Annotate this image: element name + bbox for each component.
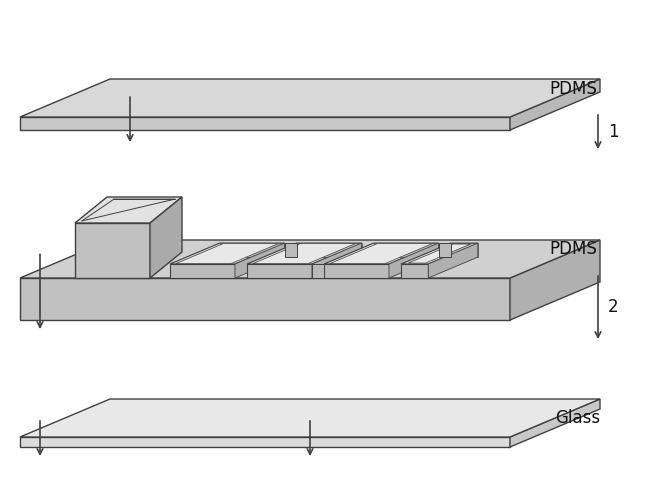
Text: PDMS: PDMS — [549, 80, 597, 97]
Polygon shape — [170, 264, 235, 278]
Polygon shape — [324, 243, 439, 264]
Text: 2: 2 — [608, 299, 619, 317]
Polygon shape — [20, 79, 600, 117]
Polygon shape — [20, 117, 510, 130]
Polygon shape — [20, 437, 510, 447]
Polygon shape — [297, 243, 362, 257]
Polygon shape — [401, 264, 428, 278]
Polygon shape — [20, 278, 510, 320]
Polygon shape — [284, 243, 297, 257]
Polygon shape — [408, 244, 470, 263]
Polygon shape — [401, 243, 478, 264]
Polygon shape — [20, 399, 600, 437]
Text: PDMS: PDMS — [549, 241, 597, 258]
Polygon shape — [510, 240, 600, 320]
Polygon shape — [220, 243, 284, 257]
Polygon shape — [253, 244, 356, 263]
Polygon shape — [510, 79, 600, 130]
Polygon shape — [324, 264, 389, 278]
Polygon shape — [247, 243, 362, 264]
Polygon shape — [373, 243, 439, 257]
Polygon shape — [389, 243, 439, 278]
Polygon shape — [170, 243, 284, 264]
Text: Glass: Glass — [555, 409, 600, 427]
Polygon shape — [176, 244, 279, 263]
Polygon shape — [247, 264, 312, 278]
Polygon shape — [428, 243, 478, 278]
Polygon shape — [235, 243, 284, 278]
Polygon shape — [510, 399, 600, 447]
Polygon shape — [20, 240, 600, 278]
Polygon shape — [439, 243, 450, 257]
Polygon shape — [150, 197, 182, 278]
Polygon shape — [330, 244, 433, 263]
Polygon shape — [75, 197, 182, 223]
Polygon shape — [450, 243, 478, 257]
Polygon shape — [75, 223, 150, 278]
Polygon shape — [312, 243, 362, 278]
Polygon shape — [312, 264, 324, 278]
Text: 1: 1 — [608, 123, 619, 141]
